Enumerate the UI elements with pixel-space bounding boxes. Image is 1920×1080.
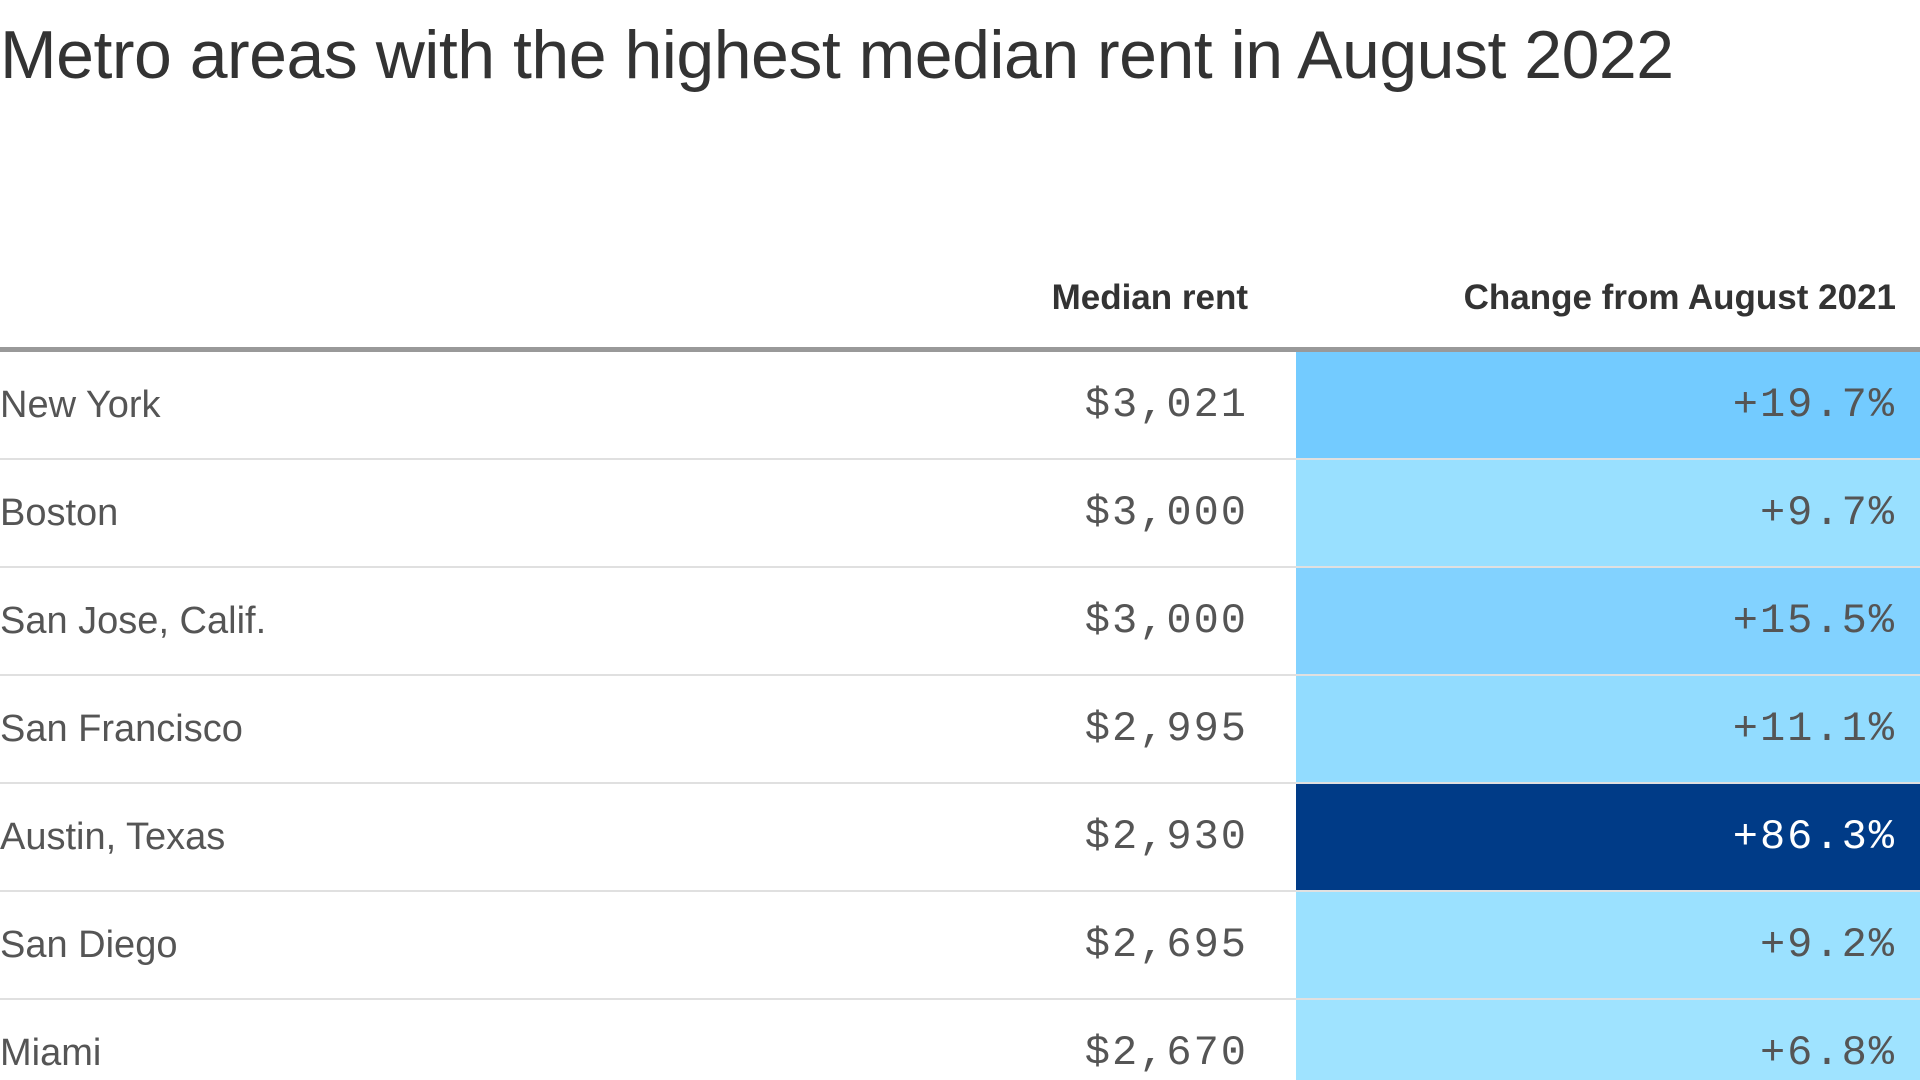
median-rent-cell: $3,000 [1084, 597, 1248, 645]
change-heat-cell: +86.3% [1296, 784, 1920, 890]
change-heat-cell: +11.1% [1296, 676, 1920, 782]
change-value-label: +86.3% [1732, 813, 1896, 861]
table-row: Boston $3,000 +9.7% [0, 460, 1920, 568]
median-rent-cell: $2,930 [1084, 813, 1248, 861]
change-heat-cell: +9.2% [1296, 892, 1920, 998]
metro-name-cell: New York [0, 384, 161, 426]
change-value-label: +15.5% [1732, 597, 1896, 645]
change-heat-cell: +9.7% [1296, 460, 1920, 566]
metro-name-cell: San Jose, Calif. [0, 600, 267, 642]
table-row: Austin, Texas $2,930 +86.3% [0, 784, 1920, 892]
median-rent-cell: $3,000 [1084, 489, 1248, 537]
change-value-label: +9.7% [1759, 489, 1896, 537]
rent-table: Median rent Change from August 2021 New … [0, 260, 1920, 1080]
metro-name-cell: San Diego [0, 924, 178, 966]
change-value-label: +6.8% [1759, 1029, 1896, 1077]
table-row: New York $3,021 +19.7% [0, 352, 1920, 460]
table-row: San Francisco $2,995 +11.1% [0, 676, 1920, 784]
change-heat-cell: +15.5% [1296, 568, 1920, 674]
change-value-label: +9.2% [1759, 921, 1896, 969]
change-value-label: +19.7% [1732, 381, 1896, 429]
metro-name-cell: Miami [0, 1032, 102, 1074]
metro-name-cell: Boston [0, 492, 119, 534]
change-column-header: Change from August 2021 [1463, 278, 1896, 317]
table-body: New York $3,021 +19.7% Boston $3,000 +9.7% San… [0, 352, 1920, 1080]
metro-name-cell: Austin, Texas [0, 816, 226, 858]
table-row: Miami $2,670 +6.8% [0, 1000, 1920, 1080]
median-rent-cell: $2,695 [1084, 921, 1248, 969]
table-row: San Jose, Calif. $3,000 +15.5% [0, 568, 1920, 676]
median-rent-column-header: Median rent [1051, 278, 1248, 317]
chart-title: Metro areas with the highest median rent… [0, 17, 1674, 93]
median-rent-cell: $2,670 [1084, 1029, 1248, 1077]
metro-name-cell: San Francisco [0, 708, 243, 750]
table-header-row: Median rent Change from August 2021 [0, 260, 1920, 352]
change-value-label: +11.1% [1732, 705, 1896, 753]
median-rent-cell: $3,021 [1084, 381, 1248, 429]
median-rent-cell: $2,995 [1084, 705, 1248, 753]
table-row: San Diego $2,695 +9.2% [0, 892, 1920, 1000]
change-heat-cell: +6.8% [1296, 1000, 1920, 1080]
change-heat-cell: +19.7% [1296, 352, 1920, 458]
